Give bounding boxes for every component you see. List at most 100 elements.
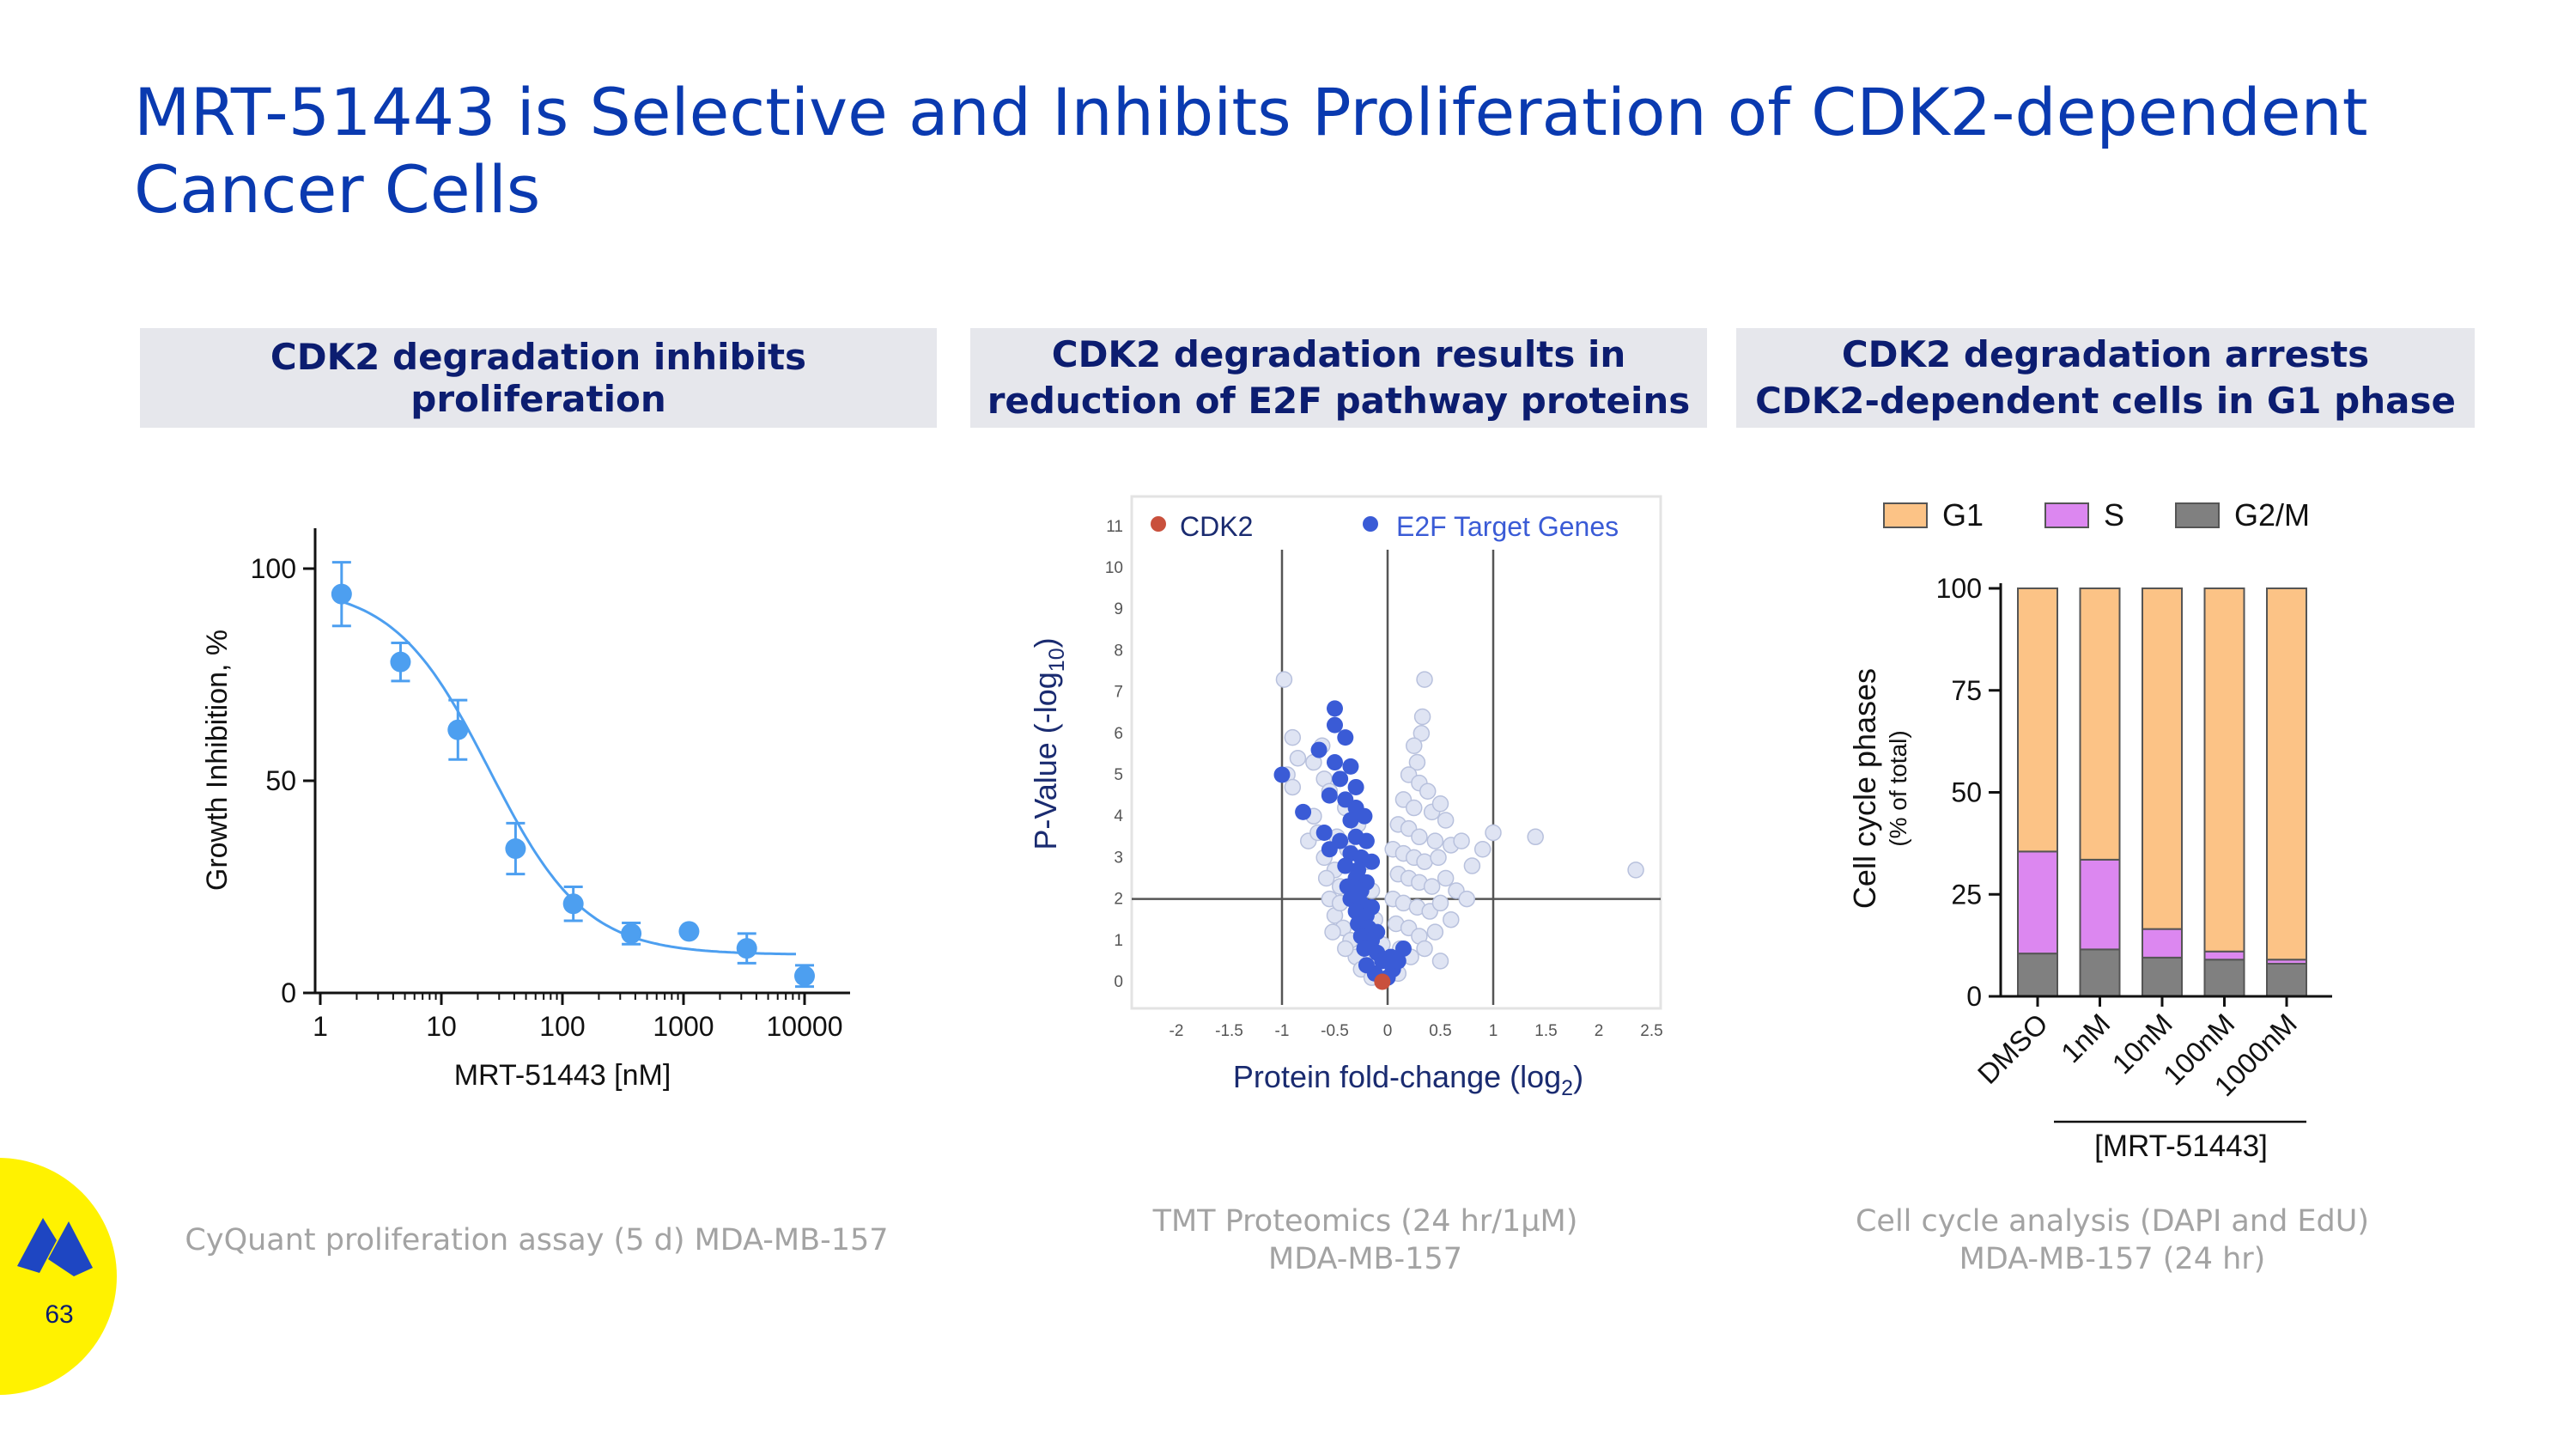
legend-label: G2/M (2234, 497, 2310, 533)
protein-point (1437, 812, 1455, 829)
y-tick-label: 3 (1114, 849, 1123, 867)
protein-point (1431, 894, 1449, 912)
e2f-point (1364, 853, 1381, 870)
legend-marker-e2f (1363, 516, 1378, 532)
e2f-point (1337, 857, 1354, 874)
caption-cell-cycle: Cell cycle analysis (DAPI and EdU) MDA-M… (1795, 1202, 2430, 1278)
data-point (331, 583, 352, 605)
x-tick-label: 100 (539, 1011, 585, 1042)
y-tick-label: 5 (1114, 766, 1123, 784)
e2f-point (1273, 766, 1291, 783)
plot-frame (1130, 495, 1662, 1010)
y-tick-label: 11 (1106, 518, 1123, 536)
data-point (736, 938, 757, 959)
x-tick-label: 0 (1383, 1022, 1393, 1040)
protein-point (1317, 869, 1335, 887)
y-axis-label: Cell cycle phases (1847, 668, 1882, 909)
x-tick-label: 1 (1489, 1022, 1498, 1040)
e2f-point (1327, 716, 1343, 734)
panel-header-line: CDK2 degradation arrests (1841, 333, 2370, 375)
y-tick-label: 25 (1951, 879, 1982, 910)
y-tick-label: 7 (1114, 684, 1123, 702)
caption-proliferation: CyQuant proliferation assay (5 d) MDA-MB… (172, 1221, 902, 1259)
protein-point (1413, 708, 1431, 726)
e2f-point (1356, 940, 1373, 957)
data-point (678, 921, 700, 942)
protein-point (1413, 725, 1431, 742)
y-tick-label: 0 (1114, 973, 1123, 991)
x-tick-label: 1.5 (1534, 1022, 1557, 1040)
e2f-point (1310, 741, 1327, 758)
protein-point (1473, 841, 1492, 858)
legend-swatch (1883, 502, 1928, 528)
cdk2-point (1374, 973, 1391, 990)
protein-point (1485, 824, 1502, 842)
panel-header-line: CDK2 degradation results in (1051, 333, 1626, 375)
e2f-point (1321, 841, 1338, 858)
protein-point (1284, 778, 1302, 796)
protein-point (1416, 940, 1433, 958)
e2f-point (1332, 770, 1349, 788)
x-tick-label: 10 (426, 1011, 457, 1042)
protein-point (1431, 953, 1449, 970)
protein-point (1527, 828, 1544, 846)
protein-point (1406, 737, 1423, 755)
bar-segment-s (2017, 850, 2058, 955)
x-tick-label: -1.5 (1215, 1022, 1243, 1040)
protein-point (1437, 869, 1455, 887)
protein-point (1419, 782, 1437, 801)
y-tick-label: 75 (1951, 675, 1982, 706)
x-tick-label: -2 (1170, 1022, 1184, 1040)
bar-segment-g1 (2079, 588, 2121, 861)
y-tick-label: 0 (1966, 981, 1982, 1012)
x-tick-label: -1 (1275, 1022, 1290, 1040)
x-tick-label: 1000 (653, 1011, 714, 1042)
bar-segment-s (2203, 950, 2245, 961)
protein-point (1406, 799, 1423, 817)
x-tick-label: 2 (1595, 1022, 1604, 1040)
panel-header-proteomics: CDK2 degradation results in reduction of… (970, 328, 1707, 428)
caption-line: MDA-MB-157 (24 hr) (1959, 1242, 2266, 1276)
protein-point (1275, 671, 1293, 688)
y-tick-label: 2 (1114, 891, 1123, 909)
panel-header-line: CDK2-dependent cells in G1 phase (1755, 380, 2456, 422)
e2f-point (1327, 700, 1343, 717)
data-point (390, 651, 411, 673)
caption-line: TMT Proteomics (24 hr/1µM) (1152, 1204, 1578, 1239)
group-label: [MRT-51443] (2094, 1129, 2268, 1163)
data-point (447, 719, 469, 740)
caption-line: Cell cycle analysis (DAPI and EdU) (1855, 1204, 2370, 1239)
protein-point (1426, 923, 1444, 941)
x-tick-label: 1 (313, 1011, 328, 1042)
e2f-point (1327, 754, 1343, 771)
protein-point (1426, 832, 1444, 849)
protein-point (1284, 728, 1302, 746)
legend-marker-cdk2 (1151, 516, 1166, 532)
bar-segment-g1 (2017, 588, 2058, 853)
e2f-point (1337, 729, 1354, 746)
legend-swatch (2175, 502, 2220, 528)
protein-point (1430, 849, 1447, 867)
y-tick-label: 50 (1951, 777, 1982, 808)
bar-segment-s (2142, 928, 2183, 959)
caption-line: MDA-MB-157 (1268, 1242, 1462, 1276)
y-axis-label: Growth Inhibition, % (201, 630, 234, 891)
protein-point (1289, 749, 1307, 767)
x-axis-label: MRT-51443 [nM] (454, 1059, 671, 1092)
bar-segment-g2m (2079, 948, 2121, 997)
protein-point (1463, 857, 1481, 874)
data-point (794, 965, 815, 987)
legend-label: S (2104, 497, 2124, 533)
protein-point (1627, 861, 1644, 879)
protein-point (1431, 795, 1449, 813)
y-tick-label: 50 (265, 765, 296, 796)
e2f-point (1321, 787, 1338, 804)
bar-segment-g1 (2266, 588, 2307, 961)
e2f-point (1342, 758, 1359, 775)
bar-segment-g2m (2142, 956, 2183, 997)
protein-point (1423, 878, 1441, 895)
page-number: 63 (45, 1300, 74, 1329)
